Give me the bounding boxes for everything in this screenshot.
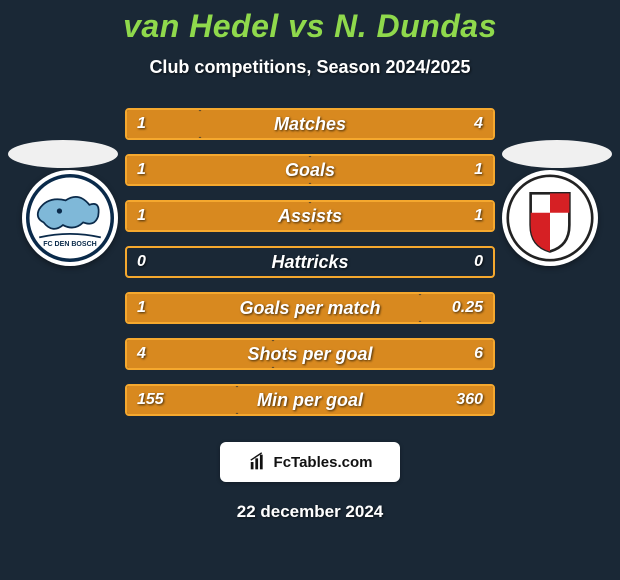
brand-badge: FcTables.com bbox=[220, 442, 400, 482]
page-title: van Hedel vs N. Dundas bbox=[0, 8, 620, 45]
svg-text:C: C bbox=[553, 224, 564, 241]
stat-value-right: 0.25 bbox=[452, 299, 483, 317]
player1-shadow-ellipse bbox=[8, 140, 118, 168]
stat-row: 1 Assists 1 bbox=[125, 200, 495, 232]
stat-value-right: 4 bbox=[474, 115, 483, 133]
stat-value-left: 4 bbox=[137, 345, 146, 363]
stat-bar-right bbox=[310, 156, 493, 184]
date-text: 22 december 2024 bbox=[0, 502, 620, 522]
stat-value-left: 1 bbox=[137, 299, 146, 317]
team-logo-left: FC DEN BOSCH bbox=[22, 170, 118, 266]
stat-value-right: 1 bbox=[474, 207, 483, 225]
comparison-card: van Hedel vs N. Dundas Club competitions… bbox=[0, 0, 620, 580]
stat-row: 1 Goals 1 bbox=[125, 154, 495, 186]
stat-row: 1 Matches 4 bbox=[125, 108, 495, 140]
stats-list: 1 Matches 4 1 Goals 1 1 Assists 1 0 Hattricks 0 1 Goa… bbox=[125, 108, 495, 416]
stat-value-right: 360 bbox=[456, 391, 483, 409]
player2-name: N. Dundas bbox=[334, 8, 497, 44]
stat-row: 1 Goals per match 0.25 bbox=[125, 292, 495, 324]
player2-shadow-ellipse bbox=[502, 140, 612, 168]
player1-name: van Hedel bbox=[123, 8, 279, 44]
svg-text:FC DEN BOSCH: FC DEN BOSCH bbox=[43, 241, 97, 248]
stat-value-right: 0 bbox=[474, 253, 483, 271]
stat-bar-right bbox=[200, 110, 493, 138]
utrecht-crest-icon: F C bbox=[506, 174, 594, 262]
den-bosch-crest-icon: FC DEN BOSCH bbox=[26, 174, 114, 262]
stat-label: Goals bbox=[285, 160, 335, 181]
stat-label: Shots per goal bbox=[247, 344, 372, 365]
stat-value-right: 1 bbox=[474, 161, 483, 179]
vs-text: vs bbox=[288, 8, 325, 44]
chart-icon bbox=[248, 451, 270, 473]
stat-label: Assists bbox=[278, 206, 342, 227]
team-logo-right: F C bbox=[502, 170, 598, 266]
stat-value-left: 1 bbox=[137, 207, 146, 225]
stat-label: Min per goal bbox=[257, 390, 363, 411]
stat-bar-left bbox=[127, 156, 310, 184]
brand-text: FcTables.com bbox=[274, 454, 373, 471]
svg-text:F: F bbox=[540, 196, 550, 213]
stat-row: 155 Min per goal 360 bbox=[125, 384, 495, 416]
stat-label: Goals per match bbox=[239, 298, 380, 319]
stat-value-left: 0 bbox=[137, 253, 146, 271]
subtitle: Club competitions, Season 2024/2025 bbox=[0, 57, 620, 78]
stat-label: Hattricks bbox=[271, 252, 348, 273]
stat-value-right: 6 bbox=[474, 345, 483, 363]
stat-value-left: 155 bbox=[137, 391, 164, 409]
stat-label: Matches bbox=[274, 114, 346, 135]
stat-value-left: 1 bbox=[137, 115, 146, 133]
stat-value-left: 1 bbox=[137, 161, 146, 179]
stat-row: 4 Shots per goal 6 bbox=[125, 338, 495, 370]
stat-row: 0 Hattricks 0 bbox=[125, 246, 495, 278]
